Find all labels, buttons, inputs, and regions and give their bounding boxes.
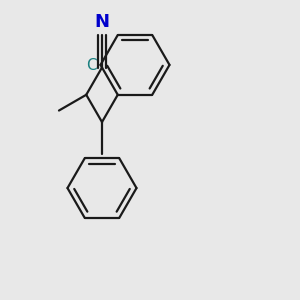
- Text: C: C: [86, 58, 97, 73]
- Text: N: N: [94, 13, 110, 31]
